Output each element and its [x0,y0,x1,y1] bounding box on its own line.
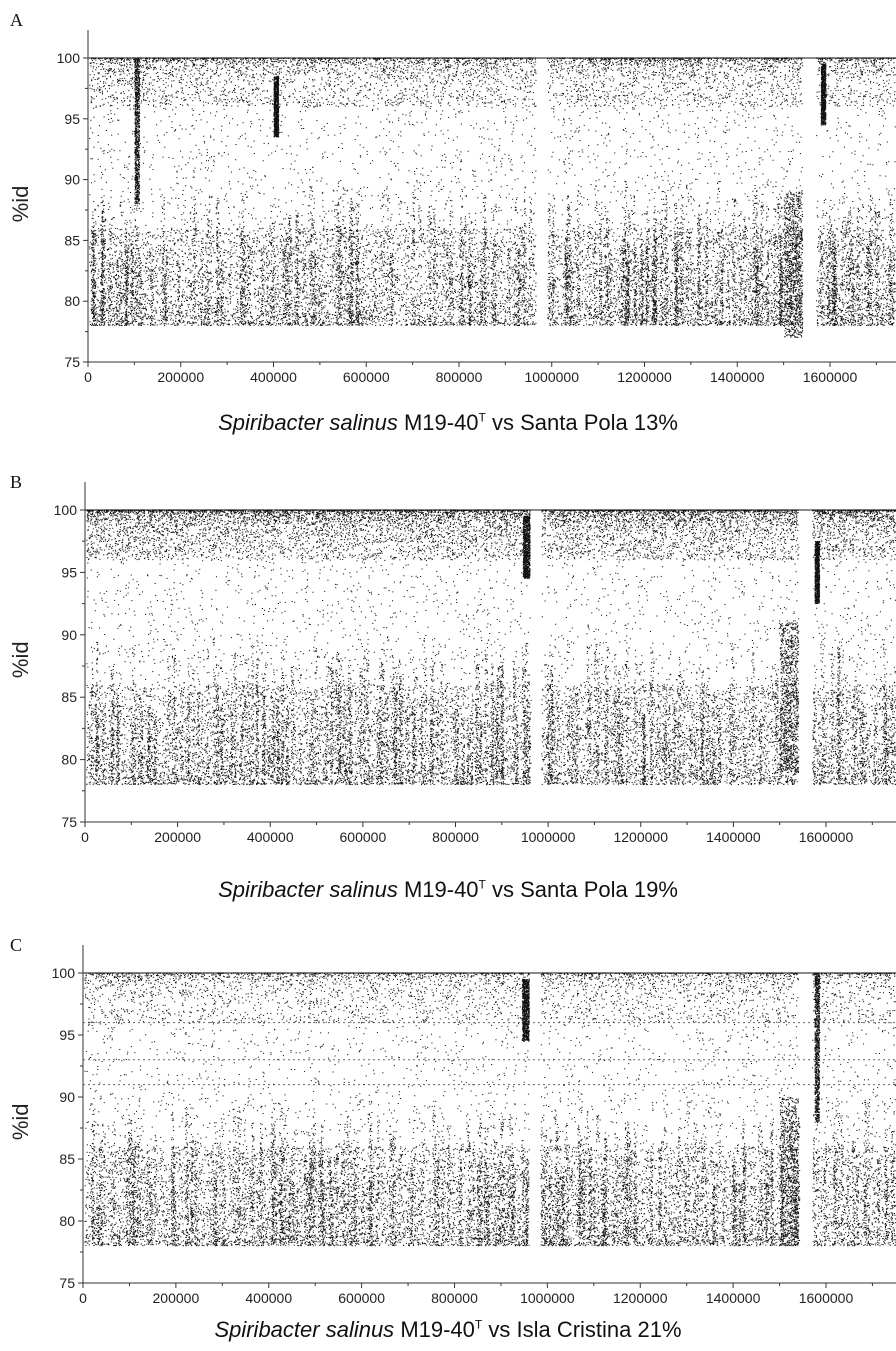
y-tick-label: 90 [59,1089,75,1105]
x-tick-label: 0 [84,369,92,385]
sample-name: vs Isla Cristina 21% [488,1317,682,1342]
panel-c: C %id 75 80 85 90 95 100 0 200000 400000 600000 800… [0,925,896,1351]
chart-title: Spiribacter salinus M19-40T vs Santa Pol… [0,410,896,436]
y-tick-label: 80 [61,752,77,768]
species-name: Spiribacter salinus [214,1317,395,1342]
x-tick-label: 600000 [340,829,387,845]
y-tick-label: 100 [52,965,76,981]
x-tick-label: 400000 [247,829,294,845]
y-axis-label: %id [8,641,33,678]
y-tick-label: 100 [57,50,81,66]
scatter-plot: %id 75 80 85 90 95 100 0 200000 400000 600000 80000… [8,482,896,845]
y-tick-label: 95 [59,1027,75,1043]
panel-a: A %id 75 80 85 90 95 100 0 200000 400000 600000 800… [0,0,896,450]
y-tick-label: 85 [64,232,80,248]
y-tick-label: 100 [54,502,78,518]
sample-name: vs Santa Pola 13% [492,410,678,435]
x-tick-label: 1200000 [613,1290,668,1306]
type-strain-mark: T [474,1317,483,1332]
y-tick-label: 75 [61,814,77,830]
x-tick-label: 1600000 [799,1290,854,1306]
panel-letter: A [10,10,23,30]
y-tick-label: 85 [61,689,77,705]
x-tick-label: 600000 [343,369,390,385]
y-tick-label: 95 [61,564,77,580]
species-name: Spiribacter salinus [218,410,398,435]
x-tick-label: 0 [79,1290,87,1306]
x-tick-label: 1200000 [613,829,668,845]
x-tick-label: 1600000 [803,369,858,385]
y-axis-label: %id [8,186,33,223]
x-tick-label: 800000 [436,369,483,385]
x-tick-label: 1200000 [617,369,672,385]
x-tick-label: 800000 [432,829,479,845]
x-tick-label: 200000 [157,369,204,385]
y-tick-label: 75 [64,354,80,370]
x-tick-label: 1400000 [706,1290,761,1306]
y-tick-label: 85 [59,1151,75,1167]
x-tick-label: 200000 [154,829,201,845]
x-tick-label: 1400000 [706,829,761,845]
scatter-plot: %id 75 80 85 90 95 100 0 200000 400000 600000 80000… [8,945,896,1306]
y-tick-label: 75 [59,1275,75,1291]
strain-name: M19-40 [400,1317,475,1342]
y-tick-label: 80 [64,293,80,309]
y-tick-label: 90 [64,172,80,188]
x-tick-label: 1000000 [524,369,579,385]
chart-title: Spiribacter salinus M19-40T vs Santa Pol… [0,877,896,903]
recruitment-points [84,972,896,1247]
x-tick-label: 800000 [431,1290,478,1306]
panel-b: B %id 75 80 85 90 95 100 0 200000 400000 600000 800… [0,462,896,912]
y-tick-label: 95 [64,111,80,127]
x-tick-label: 1000000 [520,1290,575,1306]
recruitment-points [86,509,896,786]
type-strain-mark: T [478,877,486,892]
chart-title: Spiribacter salinus M19-40T vs Isla Cris… [0,1317,896,1343]
strain-name: M19-40 [403,410,479,435]
x-tick-label: 1400000 [710,369,765,385]
strain-name: M19-40 [403,877,479,902]
species-name: Spiribacter salinus [218,877,398,902]
y-tick-label: 80 [59,1213,75,1229]
x-tick-label: 200000 [153,1290,200,1306]
panel-letter: B [10,472,23,492]
scatter-plot: %id 75 80 85 90 95 100 0 200000 400000 600000 80000… [8,30,896,385]
panel-letter: C [10,935,23,955]
x-tick-label: 600000 [338,1290,385,1306]
x-tick-label: 1000000 [521,829,576,845]
type-strain-mark: T [478,410,486,425]
x-tick-label: 400000 [250,369,297,385]
y-tick-label: 90 [61,627,77,643]
x-tick-label: 1600000 [799,829,854,845]
y-axis-label: %id [8,1103,33,1140]
sample-name: vs Santa Pola 19% [492,877,678,902]
x-tick-label: 400000 [245,1290,292,1306]
recruitment-points [89,57,896,339]
x-tick-label: 0 [81,829,89,845]
